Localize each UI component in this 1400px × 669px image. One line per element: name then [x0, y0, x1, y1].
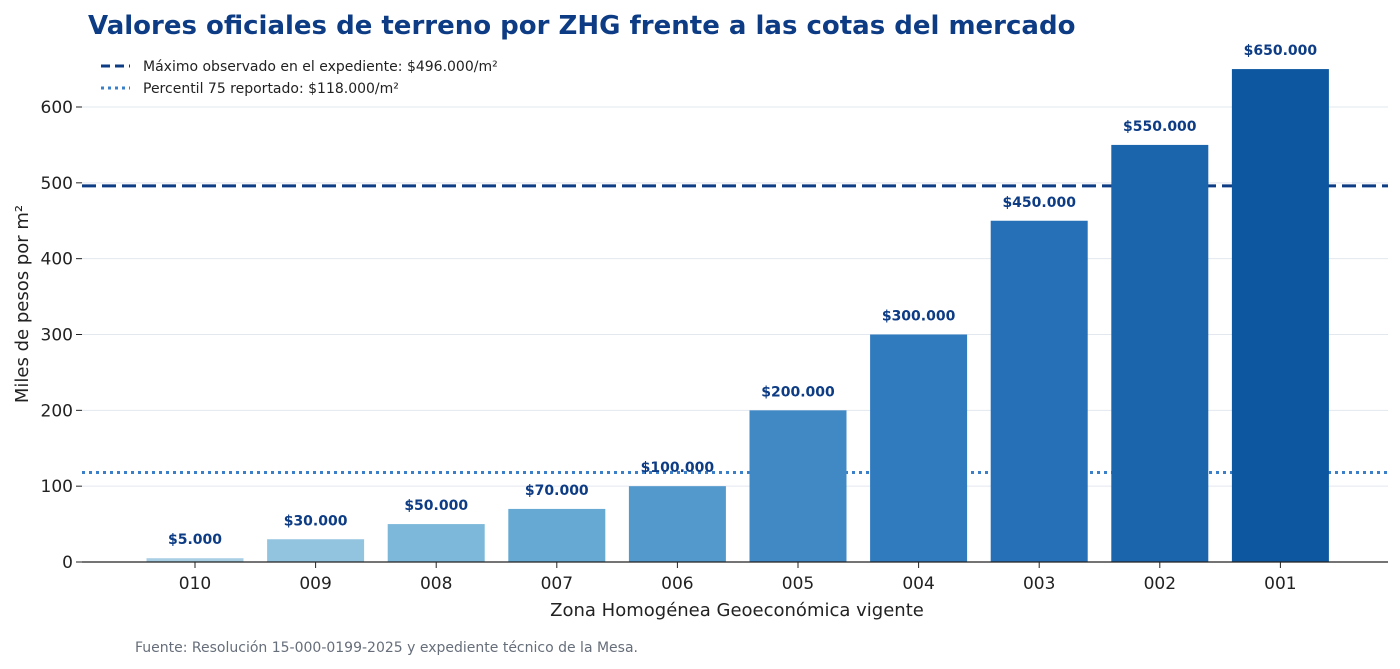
legend-entry: Máximo observado en el expediente: $496.… [143, 59, 498, 75]
y-axis-label: Miles de pesos por m² [12, 205, 33, 403]
x-tick-label: 004 [902, 574, 934, 594]
x-tick-label: 002 [1144, 574, 1176, 594]
y-tick-label: 200 [41, 401, 73, 421]
bar-value-label: $650.000 [1244, 43, 1318, 59]
bar-value-label: $70.000 [525, 483, 589, 499]
bar-001 [1231, 69, 1329, 562]
x-tick-label: 007 [541, 574, 573, 594]
y-tick-label: 600 [41, 98, 73, 118]
bar-value-label: $200.000 [761, 384, 835, 400]
bar-value-labels: $5.000 $30.000 $50.000 $70.000 $100.000 $200.… [168, 43, 1317, 548]
x-tick-label: 003 [1023, 574, 1055, 594]
bar-010 [146, 558, 244, 562]
bar-value-label: $30.000 [284, 513, 348, 529]
bar-005 [749, 410, 847, 562]
x-tick-label: 008 [420, 574, 452, 594]
axes: 0 100 200 300 400 500 600 010 009 008 007 006 005 004… [41, 98, 1388, 594]
x-tick-label: 006 [661, 574, 693, 594]
bar-009 [267, 539, 365, 562]
x-tick-label: 010 [179, 574, 211, 594]
bar-value-label: $100.000 [641, 460, 715, 476]
bar-008 [387, 524, 485, 562]
legend-entry: Percentil 75 reportado: $118.000/m² [143, 81, 399, 97]
x-tick-label: 005 [782, 574, 814, 594]
x-axis-label: Zona Homogénea Geoeconómica vigente [550, 600, 924, 621]
bar-006 [628, 486, 726, 562]
y-tick-label: 300 [41, 326, 73, 346]
bars [146, 69, 1329, 562]
bar-004 [870, 334, 968, 562]
bar-003 [990, 220, 1088, 562]
bar-value-label: $5.000 [168, 532, 222, 548]
legend: Máximo observado en el expediente: $496.… [101, 59, 498, 97]
y-tick-label: 100 [41, 477, 73, 497]
bar-value-label: $300.000 [882, 309, 956, 325]
chart-title: Valores oficiales de terreno por ZHG fre… [88, 11, 1075, 41]
x-tick-label: 009 [299, 574, 331, 594]
bar-value-label: $50.000 [404, 498, 468, 514]
y-tick-label: 500 [41, 174, 73, 194]
bar-007 [508, 508, 606, 562]
bar-value-label: $450.000 [1002, 195, 1076, 211]
source-note: Fuente: Resolución 15-000-0199-2025 y ex… [135, 640, 638, 656]
y-tick-label: 400 [41, 250, 73, 270]
bar-002 [1111, 144, 1209, 562]
y-tick-label: 0 [62, 553, 73, 573]
x-tick-label: 001 [1264, 574, 1296, 594]
bar-value-label: $550.000 [1123, 119, 1197, 135]
